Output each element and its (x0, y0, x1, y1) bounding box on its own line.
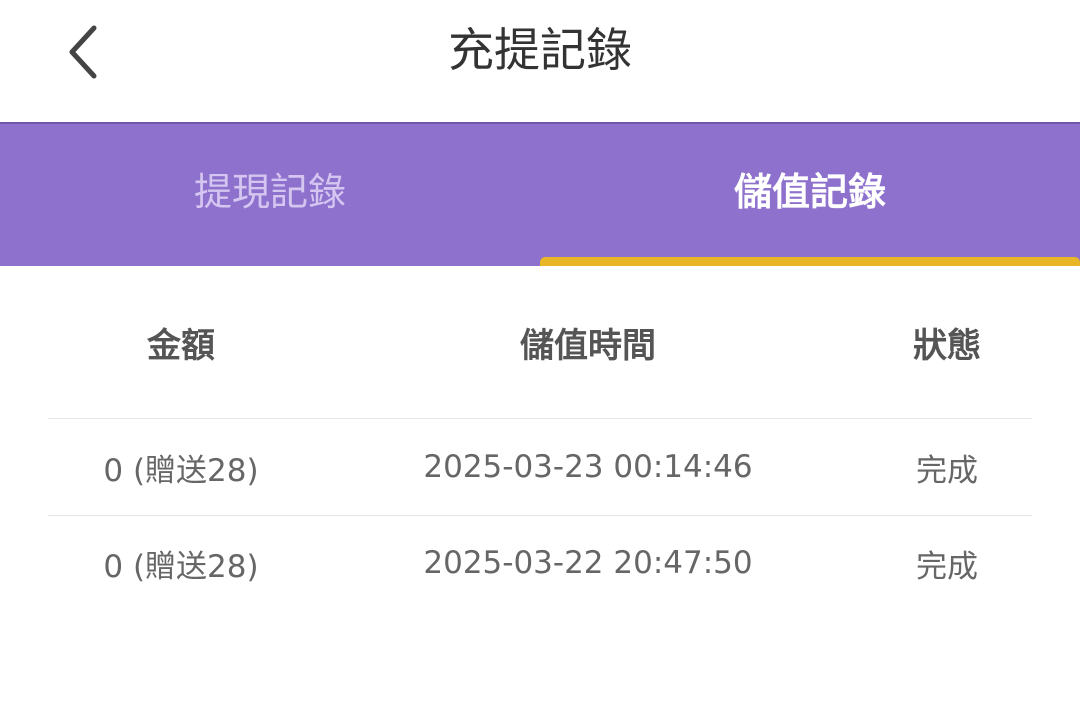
column-header-time: 儲值時間 (520, 325, 656, 366)
tab-deposit-records[interactable]: 儲值記錄 (540, 124, 1080, 266)
tab-withdraw-records[interactable]: 提現記錄 (0, 124, 540, 266)
cell-time: 2025-03-23 00:14:46 (423, 449, 753, 485)
table-row: 0 (贈送28) 2025-03-22 20:47:50 完成 (48, 515, 1032, 611)
tab-label: 提現記錄 (193, 170, 346, 214)
cell-amount: 0 (贈送28) (103, 452, 259, 489)
tab-bar: 提現記錄 儲值記錄 (0, 122, 1080, 266)
cell-status: 完成 (916, 548, 978, 585)
active-tab-indicator (540, 257, 1080, 266)
app-header: 充提記錄 (0, 0, 1080, 122)
column-header-status: 狀態 (913, 325, 981, 366)
page-title: 充提記錄 (448, 23, 632, 77)
column-header-amount: 金額 (147, 325, 215, 366)
back-button[interactable] (62, 22, 106, 82)
chevron-left-icon (69, 25, 97, 79)
cell-status: 完成 (916, 452, 978, 489)
tab-label: 儲值記錄 (733, 170, 886, 214)
table-row: 0 (贈送28) 2025-03-23 00:14:46 完成 (48, 419, 1032, 516)
cell-time: 2025-03-22 20:47:50 (423, 545, 753, 581)
table-header: 金額 儲值時間 狀態 (48, 266, 1032, 419)
cell-amount: 0 (贈送28) (103, 548, 259, 585)
